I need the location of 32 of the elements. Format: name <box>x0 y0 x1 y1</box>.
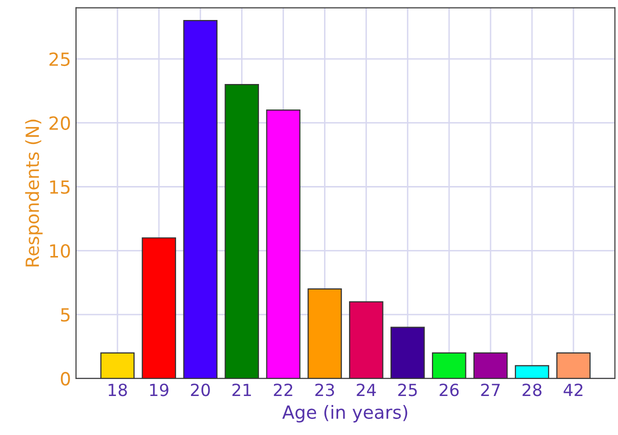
x-tick-label: 42 <box>564 384 582 396</box>
bar <box>224 84 259 378</box>
x-tick-label: 20 <box>190 384 210 396</box>
bar <box>183 20 218 378</box>
bar <box>432 352 466 378</box>
y-tick-label: 0 <box>60 372 70 386</box>
x-tick-label: 27 <box>481 384 500 396</box>
y-tick-label: 10 <box>50 244 70 258</box>
y-tick-label: 25 <box>50 52 70 66</box>
y-axis-title: Respondents (N) <box>25 120 43 266</box>
y-tick-label: 15 <box>50 180 70 194</box>
x-tick-label: 22 <box>274 384 292 396</box>
x-tick-label: 21 <box>232 384 251 396</box>
x-tick-label: 25 <box>398 384 417 396</box>
x-tick-label: 28 <box>522 384 542 396</box>
bar <box>556 352 591 378</box>
bar <box>142 237 176 378</box>
bar <box>100 352 135 378</box>
x-tick-label: 19 <box>150 384 168 396</box>
x-tick-label: 26 <box>440 384 459 396</box>
bar <box>390 326 425 378</box>
x-axis-title: Age (in years) <box>282 404 408 422</box>
y-tick-label: 20 <box>50 116 70 130</box>
bar <box>308 288 342 378</box>
bar <box>473 352 508 378</box>
x-tick-label: 23 <box>315 384 334 396</box>
x-tick-label: 24 <box>356 384 376 396</box>
bar <box>266 110 300 378</box>
x-tick-label: 18 <box>108 384 127 396</box>
y-tick-label: 5 <box>61 308 70 322</box>
bar <box>349 301 384 378</box>
bar <box>514 365 550 378</box>
